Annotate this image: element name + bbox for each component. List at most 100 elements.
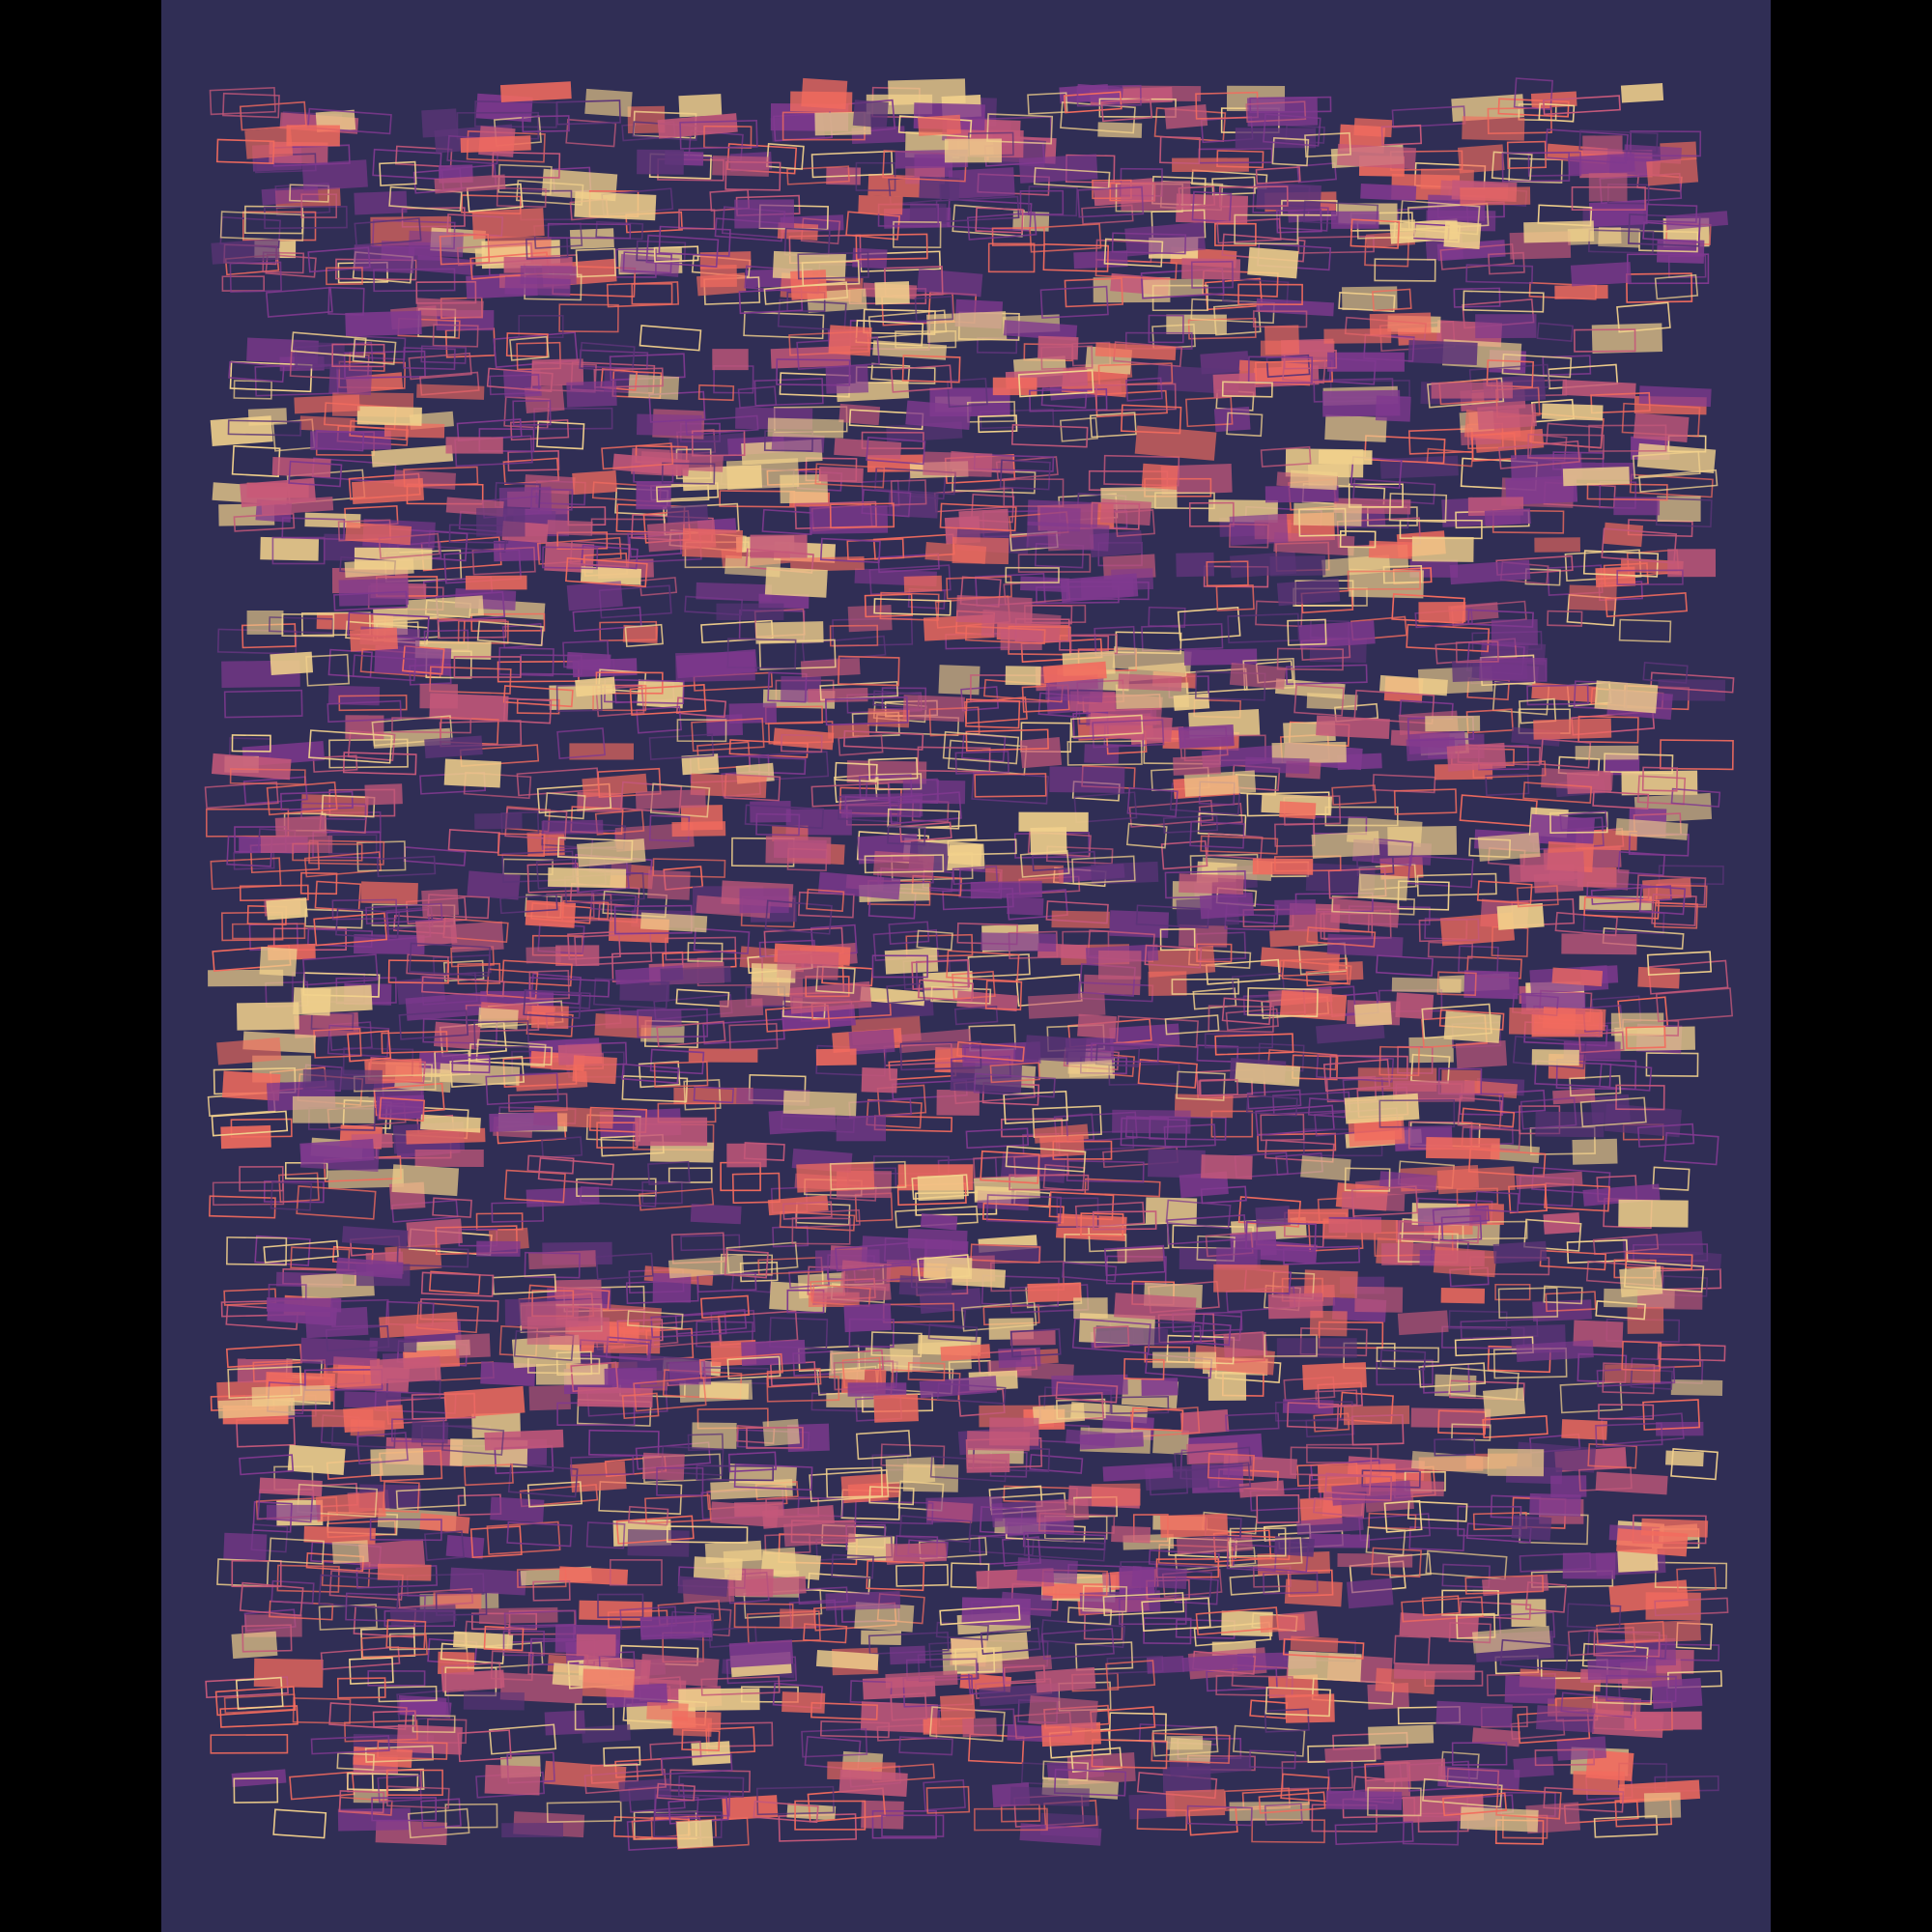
outlined-rectangle bbox=[1456, 1612, 1496, 1639]
outlined-rectangle bbox=[1000, 1804, 1041, 1823]
outlined-rectangle bbox=[575, 247, 616, 278]
filled-rectangle bbox=[1020, 576, 1070, 593]
outlined-rectangle bbox=[336, 1677, 386, 1699]
outlined-rectangle bbox=[985, 1194, 1063, 1225]
filled-rectangle bbox=[1318, 449, 1373, 465]
outlined-rectangle bbox=[709, 188, 751, 212]
outlined-rectangle bbox=[1246, 987, 1319, 1018]
filled-rectangle bbox=[1271, 741, 1347, 764]
filled-rectangle bbox=[301, 159, 368, 191]
filled-rectangle bbox=[240, 477, 317, 508]
outlined-rectangle bbox=[595, 1252, 654, 1281]
filled-rectangle bbox=[371, 444, 454, 468]
outlined-rectangle bbox=[269, 1537, 325, 1565]
outlined-rectangle bbox=[1523, 1218, 1582, 1252]
outlined-rectangle bbox=[845, 211, 901, 241]
outlined-rectangle bbox=[1092, 1210, 1157, 1231]
outlined-rectangle bbox=[974, 1807, 1048, 1832]
outlined-rectangle bbox=[1077, 185, 1145, 218]
filled-rectangle bbox=[300, 1271, 375, 1300]
filled-rectangle bbox=[1582, 135, 1623, 155]
outlined-rectangle bbox=[233, 512, 296, 532]
outlined-rectangle bbox=[1065, 1111, 1138, 1144]
outlined-rectangle bbox=[307, 246, 371, 273]
outlined-rectangle bbox=[1234, 213, 1299, 245]
filled-rectangle bbox=[1164, 103, 1208, 129]
outlined-rectangle bbox=[965, 698, 1021, 729]
filled-rectangle bbox=[789, 980, 872, 1014]
outlined-rectangle bbox=[861, 431, 924, 450]
outlined-rectangle bbox=[1206, 560, 1249, 587]
outlined-rectangle bbox=[863, 308, 936, 335]
outlined-rectangle bbox=[1237, 283, 1303, 306]
filled-rectangle bbox=[416, 298, 484, 319]
outlined-rectangle bbox=[1201, 1313, 1242, 1342]
outlined-rectangle bbox=[890, 1692, 928, 1721]
outlined-rectangle bbox=[569, 540, 631, 568]
filled-rectangle bbox=[489, 1111, 558, 1132]
outlined-rectangle bbox=[1334, 1821, 1414, 1846]
outlined-rectangle bbox=[266, 781, 338, 816]
outlined-rectangle bbox=[939, 502, 1017, 532]
outlined-rectangle bbox=[221, 275, 266, 292]
filled-rectangle bbox=[211, 238, 280, 265]
filled-rectangle bbox=[1408, 1037, 1454, 1064]
outlined-rectangle bbox=[649, 1048, 705, 1075]
filled-rectangle bbox=[699, 265, 737, 288]
outlined-rectangle bbox=[639, 325, 702, 352]
outlined-rectangle bbox=[1638, 885, 1687, 916]
outlined-rectangle bbox=[506, 1520, 573, 1548]
outlined-rectangle bbox=[233, 1777, 279, 1804]
outlined-rectangle bbox=[1249, 1487, 1322, 1512]
outlined-rectangle bbox=[1583, 896, 1661, 920]
outlined-rectangle bbox=[877, 203, 940, 227]
outlined-rectangle bbox=[1019, 850, 1070, 878]
filled-rectangle bbox=[1436, 1166, 1516, 1195]
filled-rectangle bbox=[445, 437, 503, 454]
filled-rectangle bbox=[246, 610, 284, 635]
outlined-rectangle bbox=[497, 646, 554, 677]
outlined-rectangle bbox=[899, 1040, 982, 1071]
outlined-rectangle bbox=[1204, 1033, 1273, 1049]
outlined-rectangle bbox=[503, 1169, 566, 1204]
filled-rectangle bbox=[1201, 1154, 1253, 1180]
filled-rectangle bbox=[1118, 673, 1182, 692]
filled-rectangle bbox=[1439, 912, 1516, 947]
filled-rectangle bbox=[1181, 1653, 1254, 1672]
outlined-rectangle bbox=[494, 482, 541, 510]
outlined-rectangle bbox=[412, 1715, 456, 1733]
outlined-rectangle bbox=[1229, 1573, 1281, 1596]
outlined-rectangle bbox=[1368, 1512, 1417, 1530]
filled-rectangle bbox=[408, 230, 464, 258]
filled-rectangle bbox=[1643, 1792, 1682, 1819]
filled-rectangle bbox=[1587, 1658, 1657, 1681]
outlined-rectangle bbox=[656, 1782, 696, 1802]
filled-rectangle bbox=[424, 735, 483, 759]
filled-rectangle bbox=[1114, 1293, 1197, 1322]
outlined-rectangle bbox=[1141, 623, 1224, 652]
filled-rectangle bbox=[476, 1240, 521, 1257]
filled-rectangle bbox=[639, 1614, 713, 1640]
filled-rectangle bbox=[843, 1303, 893, 1333]
outlined-rectangle bbox=[1176, 1070, 1226, 1101]
filled-rectangle bbox=[260, 536, 320, 561]
outlined-rectangle bbox=[382, 1480, 420, 1514]
filled-rectangle bbox=[1148, 971, 1187, 997]
filled-rectangle bbox=[1575, 745, 1639, 760]
filled-rectangle bbox=[622, 624, 659, 644]
filled-rectangle bbox=[1529, 1492, 1581, 1517]
filled-rectangle bbox=[909, 202, 947, 224]
filled-rectangle bbox=[818, 466, 864, 484]
outlined-rectangle bbox=[1094, 1043, 1141, 1068]
filled-rectangle bbox=[671, 821, 726, 838]
filled-rectangle bbox=[675, 651, 755, 682]
outlined-rectangle bbox=[1488, 251, 1525, 275]
filled-rectangle bbox=[917, 1174, 965, 1202]
outlined-rectangle bbox=[661, 462, 716, 485]
filled-rectangle bbox=[582, 1668, 636, 1698]
outlined-rectangle bbox=[855, 161, 896, 191]
outlined-rectangle bbox=[344, 1719, 418, 1743]
filled-rectangle bbox=[370, 1448, 424, 1477]
filled-rectangle bbox=[858, 195, 903, 215]
filled-rectangle bbox=[554, 1279, 602, 1300]
